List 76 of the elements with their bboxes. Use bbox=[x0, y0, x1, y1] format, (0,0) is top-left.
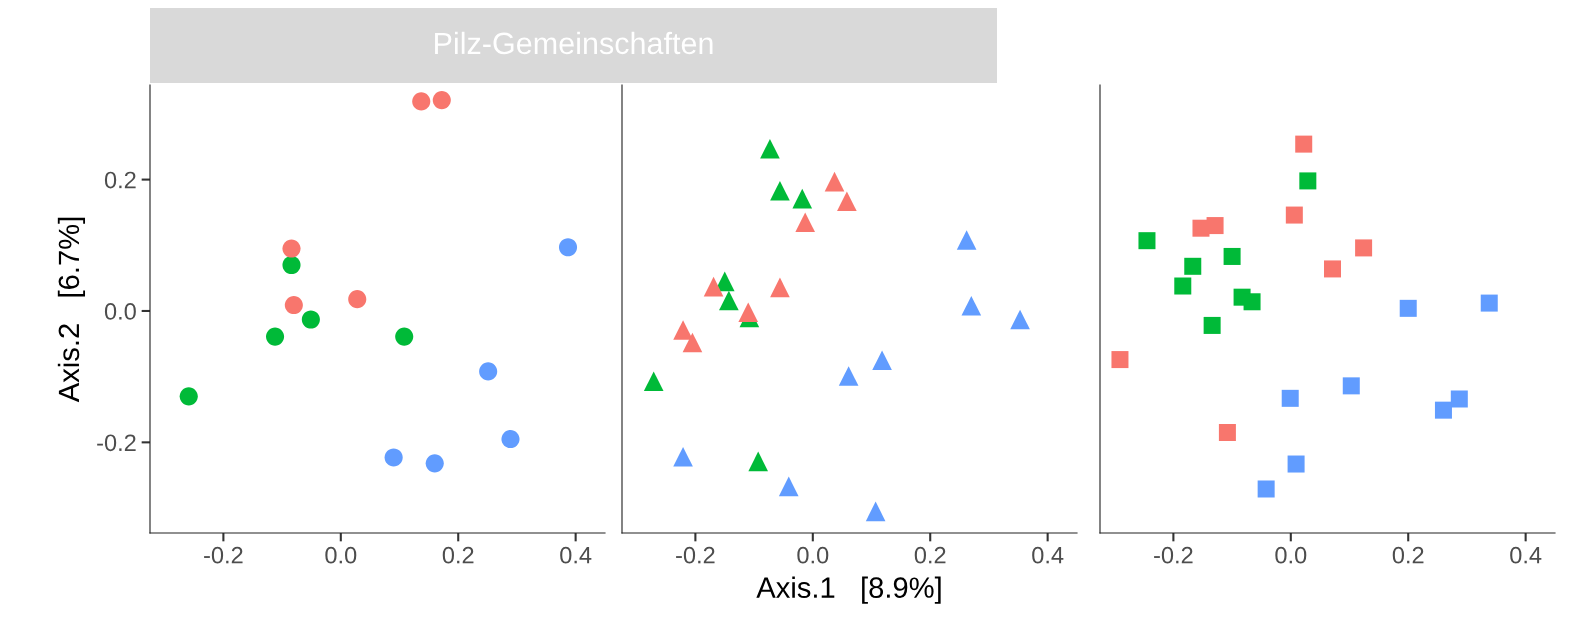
point bbox=[1111, 351, 1129, 369]
point bbox=[395, 327, 414, 346]
x-axis-title: Axis.1 [8.9%] bbox=[756, 576, 941, 604]
point bbox=[673, 320, 693, 340]
point bbox=[1206, 217, 1224, 235]
point bbox=[1285, 206, 1303, 224]
point bbox=[1342, 377, 1360, 395]
point bbox=[412, 92, 431, 111]
x-tick-label: 0.0 bbox=[1275, 546, 1307, 564]
point bbox=[282, 239, 301, 258]
point bbox=[1218, 423, 1236, 441]
point bbox=[432, 91, 451, 110]
x-tick-label: 0.4 bbox=[560, 546, 592, 564]
x-tick-label: -0.2 bbox=[676, 546, 715, 564]
point bbox=[872, 350, 892, 371]
point bbox=[425, 454, 444, 473]
point bbox=[865, 501, 886, 522]
point bbox=[748, 451, 769, 472]
point bbox=[1323, 260, 1341, 278]
point bbox=[956, 230, 977, 250]
point bbox=[837, 191, 857, 212]
point bbox=[1399, 299, 1417, 317]
point bbox=[301, 310, 320, 329]
x-tick-label: 0.2 bbox=[1392, 546, 1424, 564]
point bbox=[1287, 455, 1305, 473]
point bbox=[1257, 480, 1275, 498]
point bbox=[792, 188, 813, 209]
point bbox=[719, 290, 739, 311]
point bbox=[1174, 277, 1192, 295]
y-tick-label: 0.0 bbox=[104, 303, 136, 320]
x-tick-label: -0.2 bbox=[1154, 546, 1193, 564]
point bbox=[760, 138, 780, 159]
point bbox=[1184, 257, 1202, 275]
point bbox=[384, 448, 403, 467]
x-tick-label: 0.4 bbox=[1510, 546, 1542, 564]
point bbox=[673, 446, 693, 467]
point bbox=[1203, 316, 1221, 334]
point bbox=[643, 371, 664, 392]
point bbox=[838, 366, 859, 386]
y-axis-title: Axis.2 [6.7%] bbox=[57, 217, 86, 403]
point bbox=[284, 296, 303, 315]
x-tick-label: -0.2 bbox=[204, 546, 243, 564]
point bbox=[1223, 247, 1241, 265]
point bbox=[266, 327, 285, 346]
point bbox=[348, 290, 367, 309]
point bbox=[1434, 401, 1452, 419]
y-tick-label: 0.2 bbox=[104, 171, 136, 189]
x-tick-label: 0.2 bbox=[914, 546, 946, 564]
y-tick-label: -0.2 bbox=[97, 434, 136, 452]
point bbox=[1450, 390, 1468, 408]
point bbox=[1138, 232, 1156, 250]
point bbox=[770, 277, 790, 298]
point bbox=[558, 238, 578, 257]
point bbox=[703, 276, 724, 297]
point bbox=[1480, 294, 1498, 312]
x-tick-label: 0.2 bbox=[442, 546, 474, 564]
point bbox=[1010, 309, 1030, 330]
x-tick-label: 0.0 bbox=[797, 546, 829, 564]
point bbox=[1281, 389, 1299, 407]
point bbox=[1299, 172, 1317, 190]
point bbox=[1295, 135, 1313, 153]
point bbox=[1355, 239, 1373, 257]
x-tick-label: 0.0 bbox=[325, 546, 357, 564]
point bbox=[479, 362, 498, 381]
point bbox=[1243, 293, 1261, 311]
point bbox=[179, 387, 198, 406]
x-tick-label: 0.4 bbox=[1032, 546, 1064, 564]
point bbox=[501, 430, 520, 449]
point bbox=[961, 295, 982, 316]
point bbox=[282, 255, 301, 275]
point bbox=[795, 212, 815, 233]
point bbox=[778, 476, 799, 497]
point bbox=[824, 171, 845, 192]
point bbox=[738, 302, 759, 323]
point bbox=[682, 332, 703, 353]
point bbox=[770, 180, 790, 201]
